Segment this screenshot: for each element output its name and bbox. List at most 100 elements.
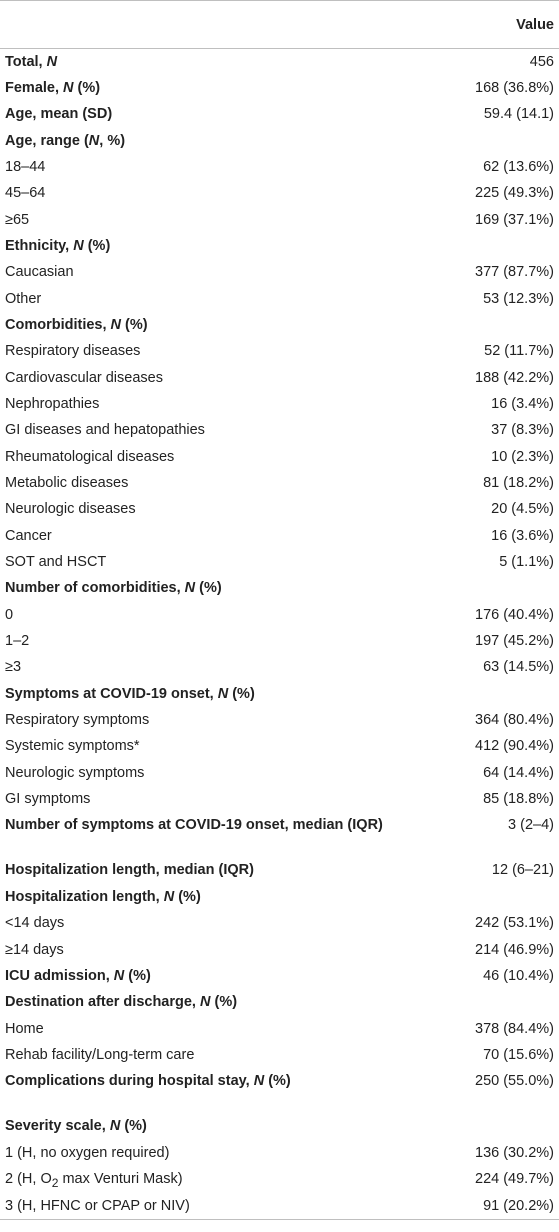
row-label: 1 (H, no oxygen required) — [0, 1140, 414, 1166]
table-row: Ethnicity, N (%) — [0, 233, 559, 259]
table-row: Neurologic symptoms 64 (14.4%) — [0, 760, 559, 786]
row-value: 81 (18.2%) — [483, 475, 554, 491]
row-value: 169 (37.1%) — [475, 211, 554, 228]
row-label-suffix: (%) — [210, 994, 238, 1011]
table-row: Severity scale, N (%) — [0, 1113, 559, 1139]
row-value: 91 (20.2%) — [414, 1192, 559, 1220]
row-label-text: Number of comorbidities, — [5, 580, 185, 597]
row-label-text: Rehab facility/Long-term care — [5, 1046, 195, 1063]
table-row: 2 (H, O2 max Venturi Mask) 224 (49.7%) — [0, 1166, 559, 1193]
table-row: Female, N (%) 168 (36.8%) — [0, 75, 559, 101]
table-row: Age, range (N, %) — [0, 128, 559, 154]
row-value: 37 (8.3%) — [491, 422, 554, 439]
row-label: Ethnicity, N (%) — [0, 233, 414, 259]
row-value: 5 (1.1%) — [499, 554, 554, 571]
row-label-italic: N — [46, 54, 58, 70]
row-label: Other — [0, 286, 414, 312]
row-label-text: Respiratory diseases — [5, 343, 141, 360]
row-label-text: Other — [5, 290, 42, 307]
table-header-row: Value — [0, 0, 559, 49]
table-row: Rheumatological diseases 10 (2.3%) — [0, 444, 559, 470]
row-label: Nephropathies — [0, 391, 414, 417]
row-label-text: <14 days — [5, 915, 65, 932]
row-label-italic: N — [63, 79, 74, 96]
row-label: Respiratory diseases — [0, 338, 414, 364]
header-label — [0, 0, 414, 49]
row-label-italic: N — [110, 316, 122, 333]
row-value: 225 (49.3%) — [475, 185, 554, 202]
row-label: Caucasian — [0, 259, 414, 285]
row-label-text: Caucasian — [5, 264, 74, 281]
row-label: Number of symptoms at COVID-19 onset, me… — [0, 812, 414, 857]
row-label: <14 days — [0, 910, 414, 936]
table-row: Systemic symptoms* 412 (90.4%) — [0, 733, 559, 759]
table-row: Number of symptoms at COVID-19 onset, me… — [0, 812, 559, 857]
row-label-text: Age, range ( — [5, 132, 89, 149]
row-label-text: Total, — [5, 54, 47, 70]
row-label-text: Ethnicity, — [5, 237, 74, 254]
row-label-text: Hospitalization length, median (IQR) — [5, 862, 254, 879]
row-label: 0 — [0, 602, 414, 628]
row-value — [414, 233, 559, 259]
row-label: Age, range (N, %) — [0, 128, 414, 154]
row-value: 12 (6–21) — [491, 862, 554, 879]
row-label-text: 1–2 — [5, 633, 30, 650]
row-label-suffix: (%) — [228, 685, 255, 702]
row-label-text: ICU admission, — [5, 967, 114, 984]
row-value — [414, 575, 559, 601]
table-row: Hospitalization length, N (%) — [0, 884, 559, 910]
row-label-text: Hospitalization length, — [5, 888, 164, 905]
row-label-text: ≥3 — [5, 659, 22, 676]
row-label: Neurologic symptoms — [0, 760, 414, 786]
row-label-text: SOT and HSCT — [5, 554, 107, 571]
row-label: GI symptoms — [0, 786, 414, 812]
row-label-suffix: , %) — [99, 132, 126, 149]
row-label-suffix: (%) — [83, 237, 111, 254]
row-label-text: GI diseases and hepatopathies — [5, 422, 205, 439]
row-label-suffix: (%) — [195, 580, 222, 597]
row-label-text: 0 — [5, 606, 14, 623]
row-label-text: Cardiovascular diseases — [5, 369, 163, 386]
row-label-text: ≥65 — [5, 211, 30, 228]
row-label: Respiratory symptoms — [0, 707, 414, 733]
table-row: 45–64 225 (49.3%) — [0, 180, 559, 206]
row-label: 3 (H, HFNC or CPAP or NIV) — [0, 1192, 414, 1220]
table-row: Caucasian 377 (87.7%) — [0, 259, 559, 285]
row-value — [414, 681, 559, 707]
row-label-suffix: (%) — [124, 967, 151, 984]
row-label-text: Neurologic diseases — [5, 501, 136, 518]
row-value: 176 (40.4%) — [475, 606, 554, 623]
row-label-text: GI symptoms — [5, 791, 91, 808]
row-label-italic: N — [163, 888, 175, 905]
row-label: Destination after discharge, N (%) — [0, 989, 414, 1015]
table-row: 0 176 (40.4%) — [0, 602, 559, 628]
row-label: ≥3 — [0, 654, 414, 680]
table-row: Other 53 (12.3%) — [0, 286, 559, 312]
row-label: Metabolic diseases — [0, 470, 414, 496]
row-label: SOT and HSCT — [0, 549, 414, 575]
row-label-italic: N — [88, 132, 100, 149]
row-value: 46 (10.4%) — [483, 967, 554, 984]
row-label-italic: N — [184, 580, 196, 597]
row-value: 224 (49.7%) — [475, 1170, 554, 1187]
table-row: Nephropathies 16 (3.4%) — [0, 391, 559, 417]
table-row: Total, N 456 — [0, 49, 559, 75]
row-label-text: 1 (H, no oxygen required) — [5, 1144, 170, 1161]
row-label-suffix: max Venturi Mask) — [58, 1170, 183, 1187]
row-label: Home — [0, 1016, 414, 1042]
row-value: 63 (14.5%) — [483, 659, 554, 676]
row-label-suffix: (%) — [121, 316, 148, 333]
row-value: 242 (53.1%) — [475, 915, 554, 932]
table-row: Number of comorbidities, N (%) — [0, 575, 559, 601]
row-value: 53 (12.3%) — [483, 290, 554, 307]
table-row: ≥14 days 214 (46.9%) — [0, 937, 559, 963]
row-value: 197 (45.2%) — [475, 633, 554, 650]
table-row: Neurologic diseases 20 (4.5%) — [0, 496, 559, 522]
row-label: Rehab facility/Long-term care — [0, 1042, 414, 1068]
row-value: 70 (15.6%) — [483, 1046, 554, 1063]
table-row: Respiratory diseases 52 (11.7%) — [0, 338, 559, 364]
row-label-italic: N — [200, 994, 211, 1011]
row-label-suffix: (%) — [120, 1118, 147, 1135]
table-row: <14 days 242 (53.1%) — [0, 910, 559, 936]
